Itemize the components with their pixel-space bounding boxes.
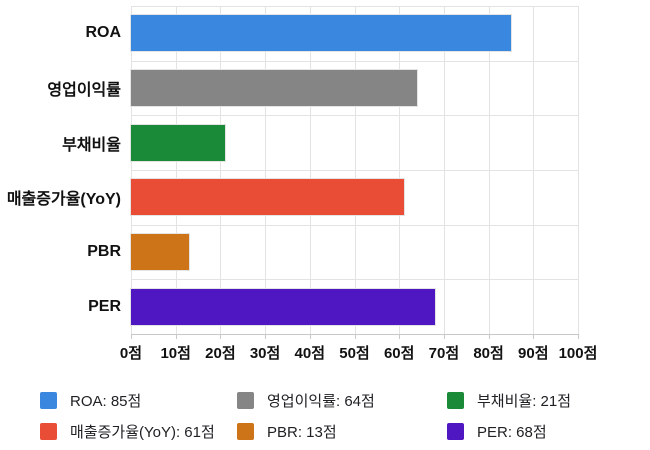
legend-swatch [40, 392, 57, 409]
x-tick-label: 0점 [119, 345, 143, 362]
tick-mark [488, 334, 490, 339]
legend-label: PER: 68점 [477, 424, 547, 441]
tick-mark [175, 334, 177, 339]
tick-mark [443, 334, 445, 339]
row-gridline [131, 60, 578, 62]
tick-mark [354, 334, 356, 339]
tick-mark [309, 334, 311, 339]
row-gridline [131, 6, 578, 7]
legend-item-PBR[interactable]: PBR: 13점 [237, 421, 447, 442]
tick-mark [399, 334, 401, 339]
legend-item-PER[interactable]: PER: 68점 [447, 421, 571, 442]
legend-label: ROA: 85점 [70, 393, 142, 410]
legend-swatch [237, 392, 254, 409]
tick-mark [533, 334, 535, 339]
legend-label: 매출증가율(YoY): 61점 [70, 424, 215, 441]
bar-매출증가율(YoY)[interactable] [131, 179, 404, 216]
tick-mark [220, 334, 222, 339]
legend-swatch [40, 423, 57, 440]
category-label: PER [88, 297, 121, 315]
category-label: PBR [87, 243, 121, 260]
x-tick-label: 60점 [383, 345, 415, 362]
tick-mark [265, 334, 267, 339]
x-tick-label: 80점 [473, 345, 504, 362]
bar-PER[interactable] [131, 288, 435, 325]
x-tick-label: 20점 [205, 345, 236, 362]
legend-item-매출증가율(YoY)[interactable]: 매출증가율(YoY): 61점 [40, 421, 237, 442]
legend-swatch [447, 392, 464, 409]
category-label: 매출증가율(YoY) [6, 191, 121, 209]
category-label: 부채비율 [62, 136, 121, 154]
legend-swatch [237, 423, 254, 440]
category-label: 영업이익률 [47, 82, 121, 99]
plot-area [131, 6, 579, 335]
row-gridline [131, 224, 578, 226]
bar-PBR[interactable] [131, 234, 190, 270]
x-tick-label: 100점 [558, 345, 598, 362]
category-label: ROA [85, 24, 121, 42]
x-tick-label: 10점 [160, 345, 191, 362]
gridline [578, 6, 579, 334]
row-gridline [131, 115, 578, 117]
bar-ROA[interactable] [131, 15, 511, 52]
bar-영업이익률[interactable] [131, 70, 418, 106]
legend-item-영업이익률[interactable]: 영업이익률: 64점 [237, 390, 447, 411]
x-tick-label: 90점 [518, 345, 549, 362]
tick-mark [131, 334, 132, 339]
row-gridline [131, 170, 578, 171]
x-tick-label: 30점 [249, 345, 281, 362]
legend-item-부채비율[interactable]: 부채비율: 21점 [447, 390, 571, 411]
x-tick-label: 70점 [428, 345, 460, 362]
row-gridline [131, 279, 578, 281]
legend-item-ROA[interactable]: ROA: 85점 [40, 390, 237, 411]
x-tick-label: 40점 [294, 345, 326, 362]
tick-mark [578, 334, 579, 339]
x-tick-label: 50점 [339, 345, 370, 362]
bar-부채비율[interactable] [131, 124, 225, 161]
legend-swatch [447, 423, 464, 440]
legend-label: PBR: 13점 [267, 424, 337, 441]
legend-label: 부채비율: 21점 [477, 393, 572, 410]
legend-label: 영업이익률: 64점 [267, 393, 375, 410]
